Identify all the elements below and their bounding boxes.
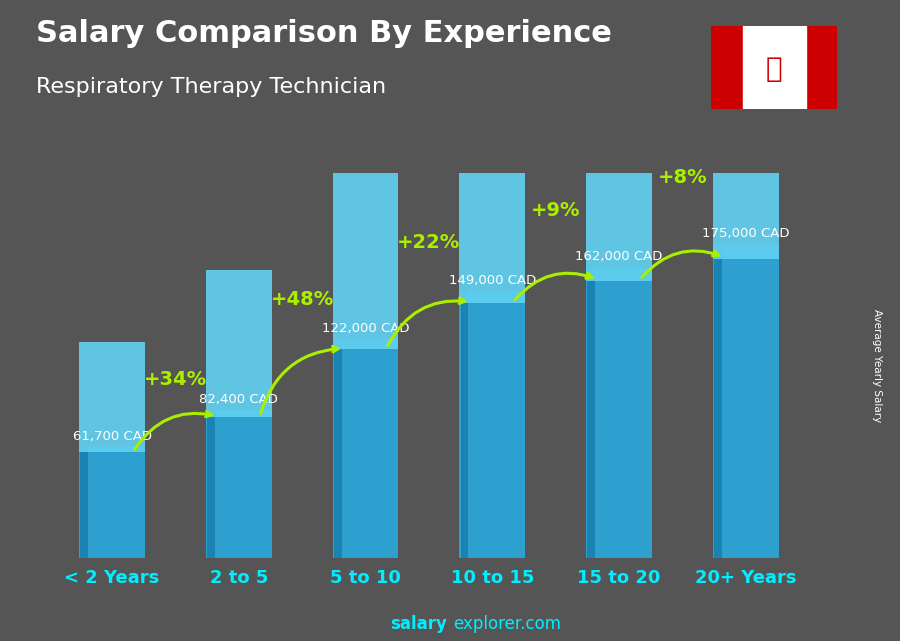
Bar <box>588 268 595 558</box>
Bar <box>459 291 525 558</box>
Text: +48%: +48% <box>271 290 334 309</box>
Bar <box>461 291 469 558</box>
Bar <box>332 131 399 349</box>
Text: 162,000 CAD: 162,000 CAD <box>575 251 662 263</box>
Text: 🍁: 🍁 <box>766 55 782 83</box>
Text: explorer.com: explorer.com <box>453 615 561 633</box>
Text: Salary Comparison By Experience: Salary Comparison By Experience <box>36 19 612 48</box>
Bar <box>206 410 272 558</box>
Bar <box>713 0 778 259</box>
Bar <box>459 37 525 303</box>
Bar <box>711 26 742 109</box>
Bar <box>714 245 722 558</box>
Bar <box>206 269 272 417</box>
Bar <box>80 447 88 558</box>
Bar <box>79 342 145 453</box>
Bar <box>586 0 652 281</box>
Bar <box>586 268 652 558</box>
Bar <box>806 26 837 109</box>
Text: 149,000 CAD: 149,000 CAD <box>448 274 536 287</box>
Bar <box>334 340 342 558</box>
Bar <box>79 447 145 558</box>
Text: 175,000 CAD: 175,000 CAD <box>702 227 789 240</box>
Text: salary: salary <box>391 615 447 633</box>
Bar <box>713 245 778 558</box>
Bar <box>332 340 399 558</box>
Text: Average Yearly Salary: Average Yearly Salary <box>872 309 883 422</box>
Text: 122,000 CAD: 122,000 CAD <box>321 322 410 335</box>
Bar <box>207 410 215 558</box>
Text: 82,400 CAD: 82,400 CAD <box>199 393 278 406</box>
Text: 61,700 CAD: 61,700 CAD <box>73 430 151 443</box>
Text: +34%: +34% <box>144 370 207 389</box>
Text: +22%: +22% <box>397 233 461 252</box>
Text: Respiratory Therapy Technician: Respiratory Therapy Technician <box>36 77 386 97</box>
Text: +9%: +9% <box>531 201 580 220</box>
Bar <box>742 26 806 109</box>
Text: +8%: +8% <box>658 169 707 187</box>
